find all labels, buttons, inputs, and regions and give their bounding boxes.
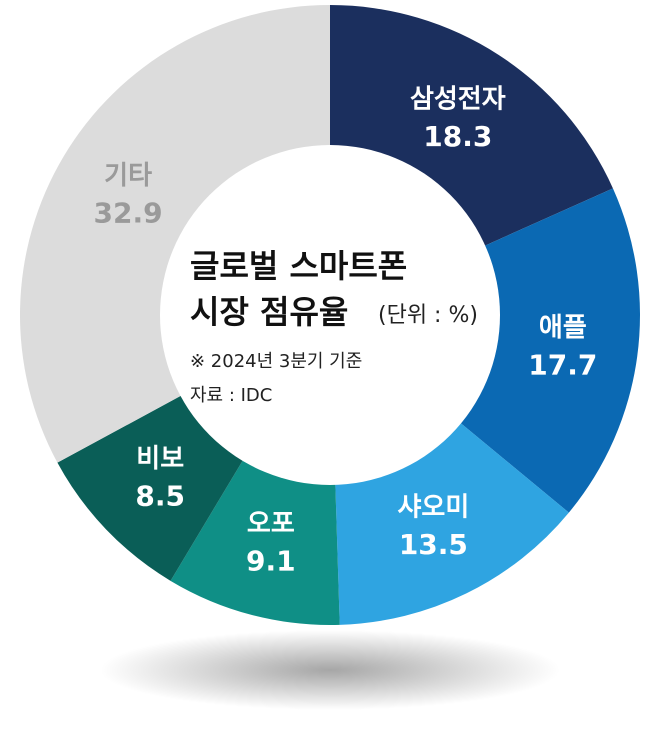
shadow [100, 630, 560, 710]
donut-hole [160, 145, 500, 485]
value-label: 13.5 [399, 528, 468, 561]
donut-segment [459, 188, 641, 513]
note: ※ 2024년 3분기 기준 [190, 351, 362, 372]
value-label: 32.9 [94, 197, 163, 230]
segment-name: 삼성전자 [410, 84, 506, 114]
segment-name: 오포 [247, 509, 295, 539]
segment-name: 샤오미 [398, 493, 470, 523]
segment-name: 애플 [539, 313, 587, 343]
donut-segment [19, 5, 331, 463]
note: 자료 : IDC [190, 385, 272, 406]
unit: (단위 : %) [378, 303, 478, 328]
chart-title: 글로벌 스마트폰 [190, 247, 407, 285]
value-label: 9.1 [246, 544, 296, 577]
donut-segment [57, 395, 244, 581]
value-label: 18.3 [423, 120, 492, 153]
chart-title: 시장 점유율 [190, 293, 348, 331]
value-label: 8.5 [135, 479, 185, 512]
donut-segment [335, 422, 569, 625]
value-label: 17.7 [528, 349, 597, 382]
donut-segment [170, 459, 340, 625]
segment-name: 비보 [136, 444, 184, 474]
segment-name: 기타 [104, 161, 152, 191]
donut-segment [330, 5, 613, 247]
